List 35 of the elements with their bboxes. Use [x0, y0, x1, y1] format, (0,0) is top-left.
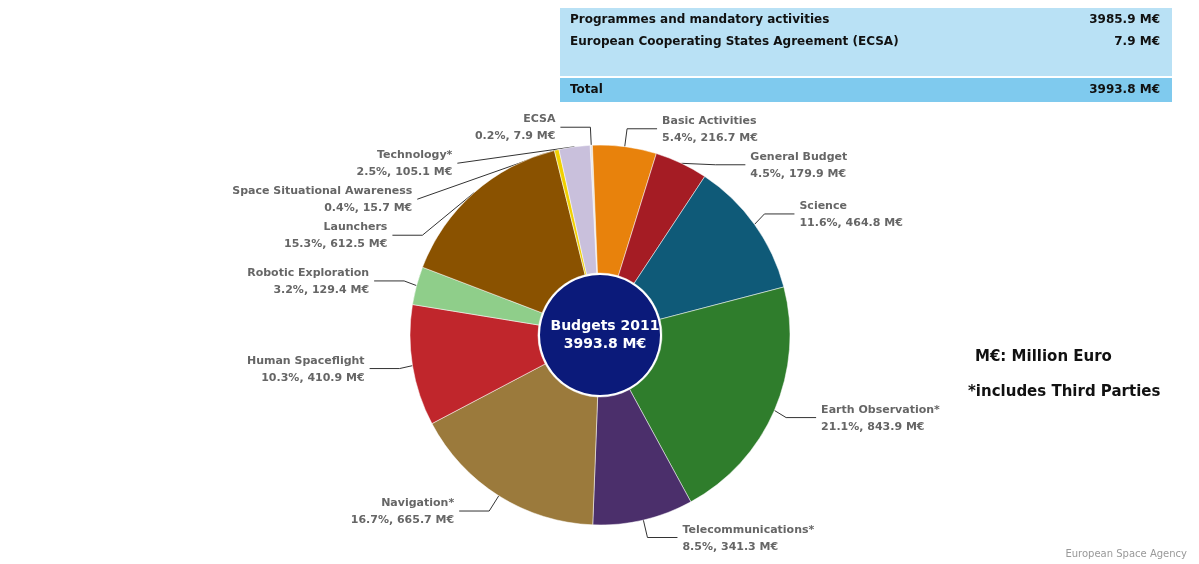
data-label: 0.4%, 15.7 M€: [324, 201, 413, 215]
data-label: 2.5%, 105.1 M€: [356, 165, 453, 179]
data-label: 8.5%, 341.3 M€: [682, 539, 779, 553]
slice-label: Telecommunications*: [682, 522, 815, 536]
text: 3993.8 M€: [1089, 82, 1160, 96]
data-label: 15.3%, 612.5 M€: [284, 237, 388, 251]
text: Total: [570, 82, 603, 96]
data-label: 11.6%, 464.8 M€: [799, 215, 903, 229]
data-label: 10.3%, 410.9 M€: [261, 370, 365, 384]
text: Programmes and mandatory activities: [570, 12, 830, 26]
slice-label: Earth Observation*: [821, 402, 941, 416]
text: 3985.9 M€: [1089, 12, 1160, 26]
text: 7.9 M€: [1114, 34, 1160, 48]
data-label: 5.4%, 216.7 M€: [662, 130, 758, 144]
slice-label: Human Spaceflight: [246, 353, 365, 367]
slice-label: General Budget: [750, 149, 848, 163]
text: *includes Third Parties: [968, 381, 1161, 400]
slice-label: Science: [799, 198, 847, 212]
text: Budgets 2011: [550, 317, 660, 333]
data-label: 4.5%, 179.9 M€: [750, 166, 847, 180]
data-label: 0.2%, 7.9 M€: [474, 129, 556, 143]
slice-label: Navigation*: [381, 496, 455, 510]
slice-label: Space Situational Awareness: [232, 184, 413, 198]
text: M€: Million Euro: [975, 346, 1112, 365]
text: European Cooperating States Agreement (ECSA): [570, 34, 899, 48]
slice-label: Basic Activities: [662, 113, 758, 127]
data-label: 21.1%, 843.9 M€: [821, 419, 925, 433]
slice-label: Robotic Exploration: [247, 265, 370, 279]
slice-label: Technology*: [376, 148, 453, 162]
text: European Space Agency: [1065, 547, 1188, 559]
data-label: 16.7%, 665.7 M€: [350, 513, 455, 527]
data-label: 3.2%, 129.4 M€: [273, 282, 370, 296]
text: 3993.8 M€: [563, 335, 647, 351]
slice-label: ECSA: [523, 112, 556, 126]
slice-label: Launchers: [323, 220, 388, 234]
